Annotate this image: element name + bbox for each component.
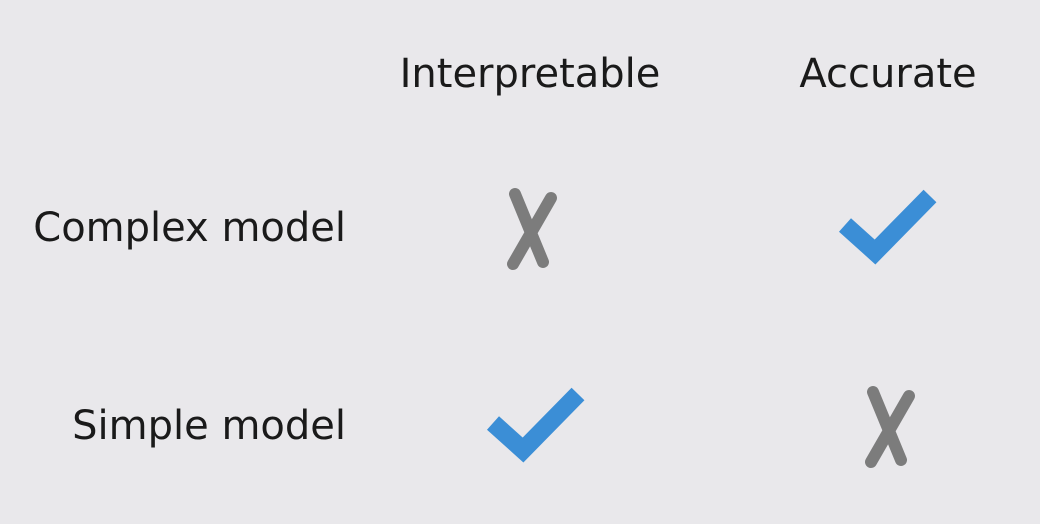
complex-interpretable-cross-icon [475, 184, 585, 274]
simple-interpretable-check-icon [478, 378, 588, 468]
complex-accurate-check-icon [830, 180, 940, 270]
column-header-interpretable: Interpretable [399, 51, 661, 97]
row-label-complex-model: Complex model [33, 205, 346, 251]
row-label-simple-model: Simple model [72, 403, 346, 449]
simple-accurate-cross-icon [833, 382, 943, 472]
column-header-accurate: Accurate [799, 51, 977, 97]
